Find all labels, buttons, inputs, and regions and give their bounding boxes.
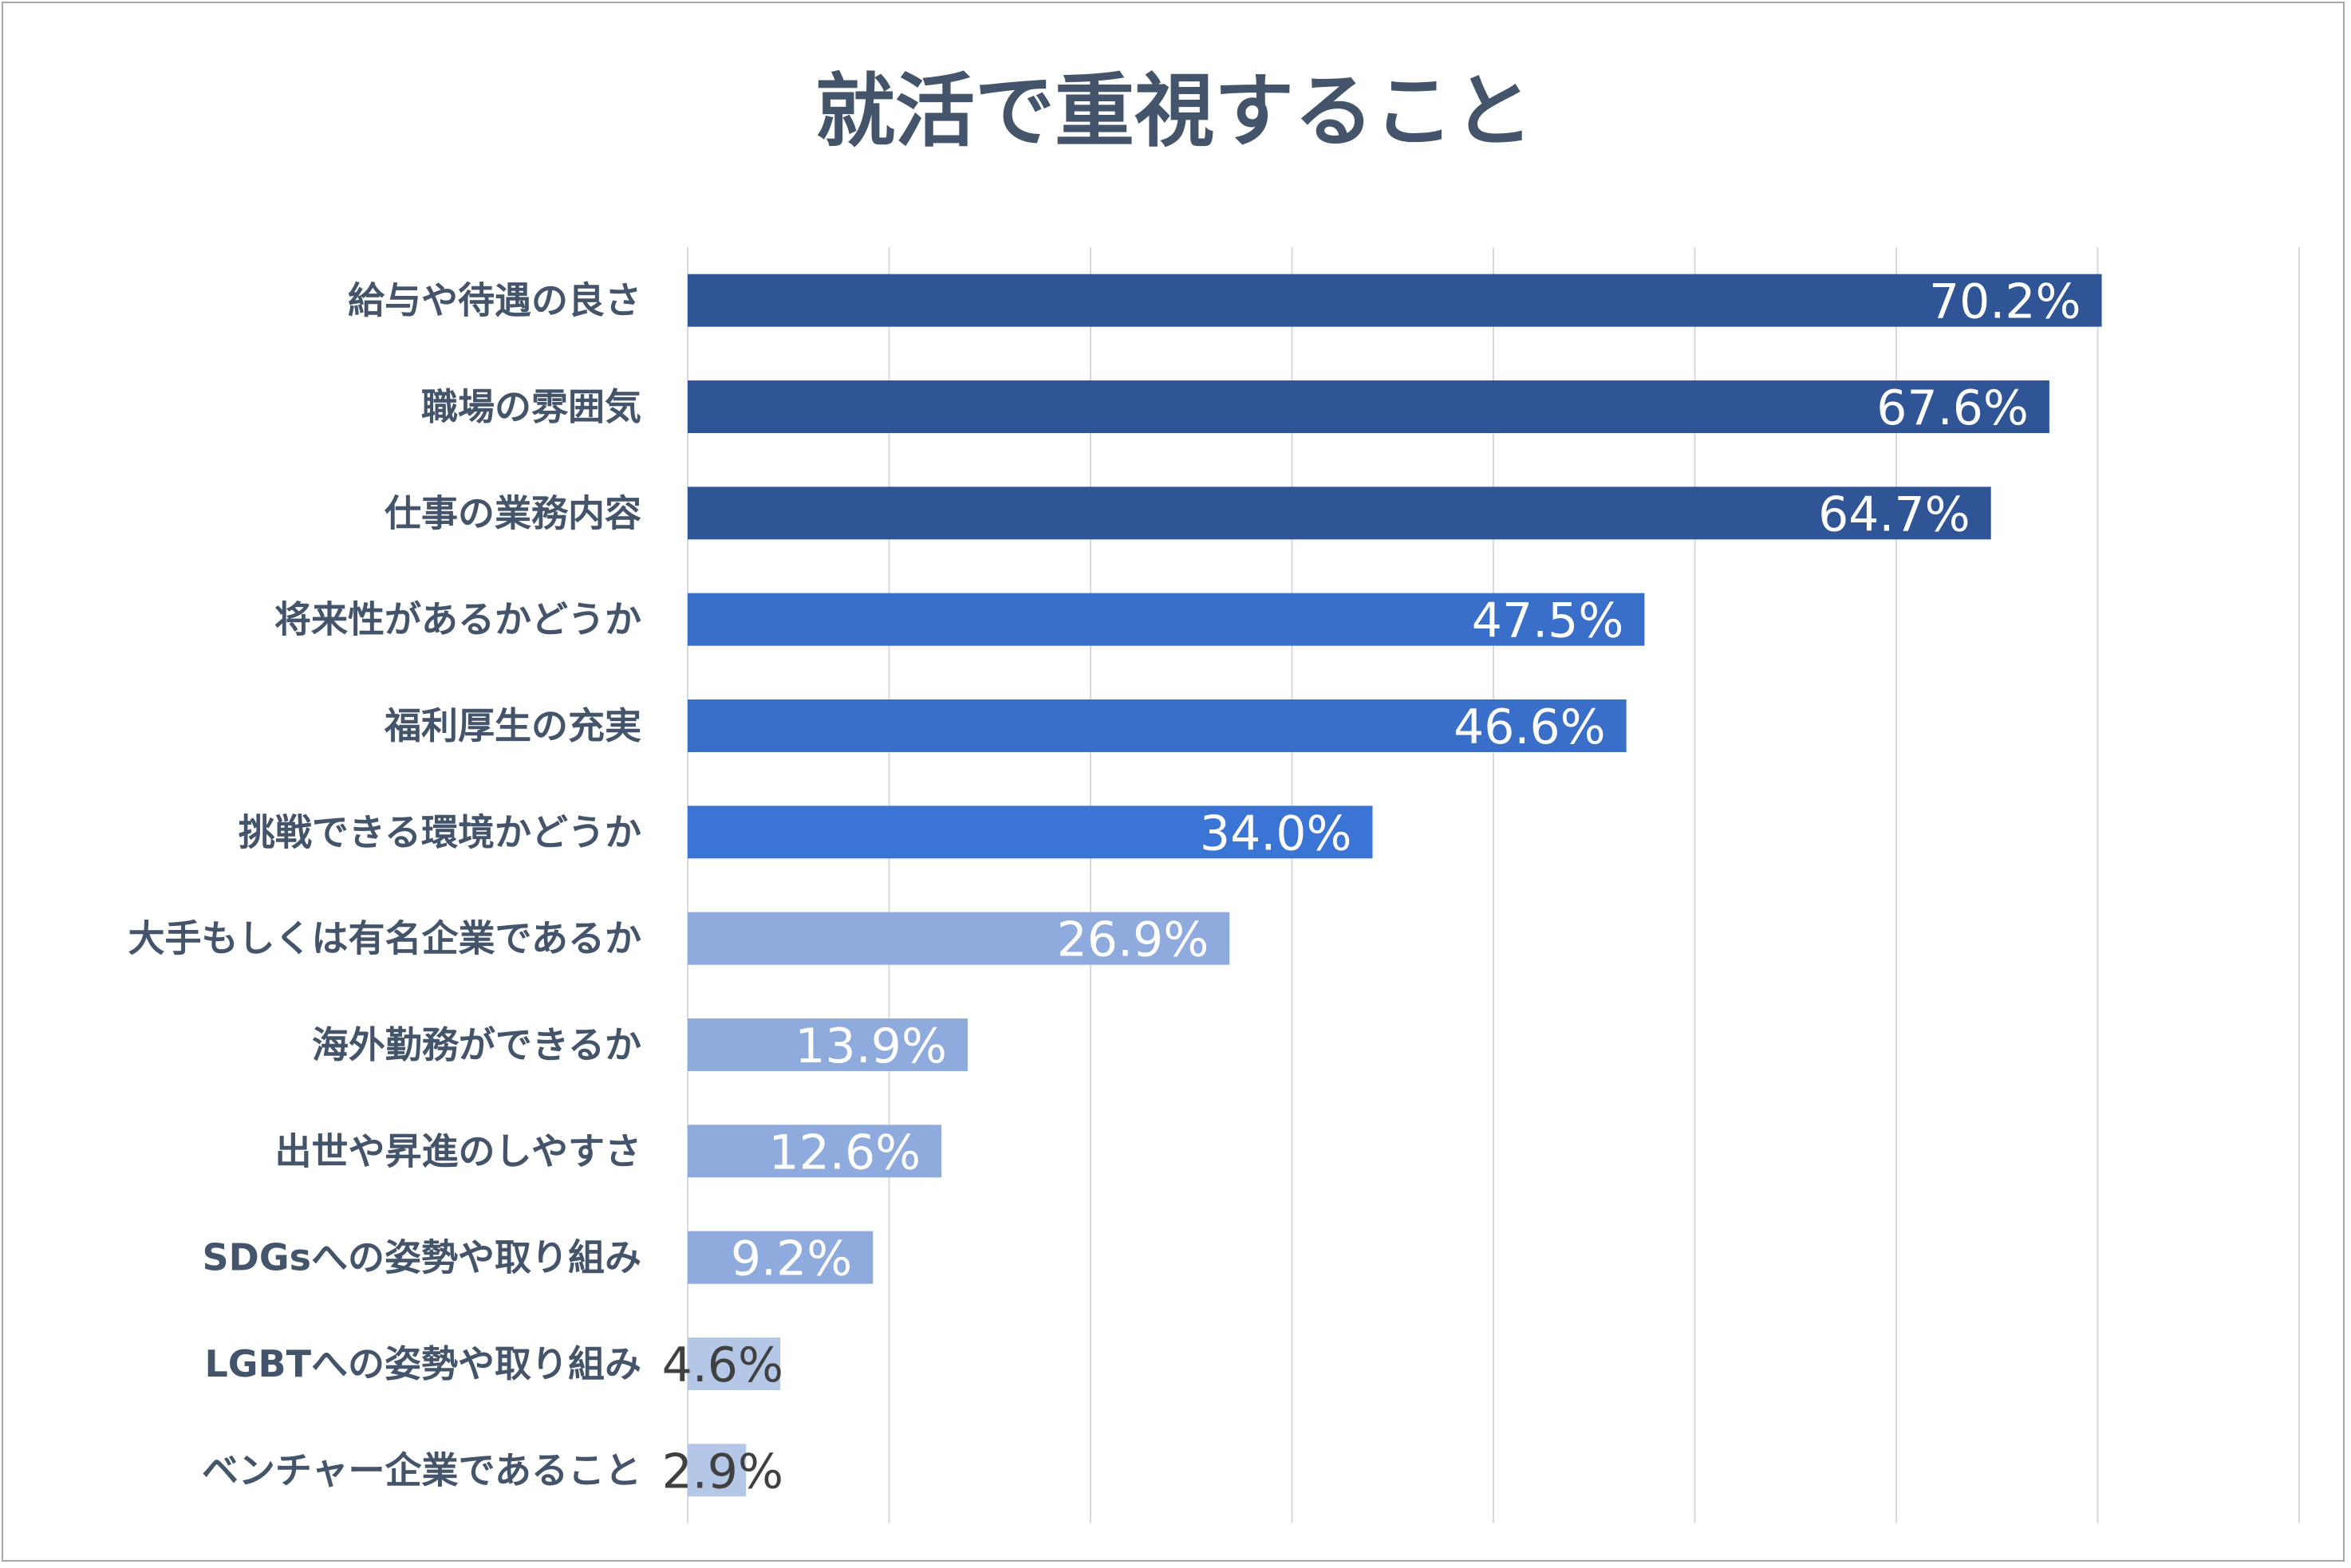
category-label: LGBTへの姿勢や取り組み — [204, 1342, 641, 1385]
bar-chart: 就活で重視すること 給与や待遇の良さ職場の雰囲気仕事の業務内容将来性があるかどう… — [128, 65, 2300, 1523]
category-label: SDGsへの姿勢や取り組み — [203, 1236, 641, 1279]
bar-5 — [688, 806, 1373, 859]
value-label: 70.2% — [1929, 274, 2081, 330]
value-label: 46.6% — [1454, 699, 1606, 755]
bar-2 — [688, 487, 1991, 540]
bar-0 — [688, 274, 2102, 327]
bar-11 — [688, 1444, 747, 1497]
bar-6 — [688, 912, 1230, 965]
bar-1 — [688, 380, 2049, 433]
category-label: 仕事の業務内容 — [385, 491, 641, 534]
bar-7 — [688, 1018, 968, 1071]
bar-8 — [688, 1125, 942, 1178]
bar-10 — [688, 1338, 781, 1390]
category-label: 将来性があるかどうか — [274, 598, 641, 641]
category-label: 給与や待遇の良さ — [348, 279, 641, 322]
gridlines — [687, 247, 2300, 1523]
value-label: 34.0% — [1200, 806, 1352, 861]
category-label: 大手もしくは有名企業であるか — [128, 917, 641, 960]
value-label: 9.2% — [731, 1231, 852, 1287]
value-label: 4.6% — [662, 1338, 783, 1393]
category-label: 福利厚生の充実 — [384, 704, 641, 747]
category-label: 出世や昇進のしやすさ — [274, 1129, 641, 1172]
bar-3 — [688, 593, 1645, 646]
bar-9 — [688, 1231, 874, 1284]
category-labels: 給与や待遇の良さ職場の雰囲気仕事の業務内容将来性があるかどうか福利厚生の充実挑戦… — [128, 279, 641, 1492]
category-label: ベンチャー企業であること — [202, 1448, 641, 1491]
chart-title: 就活で重視すること — [815, 65, 1533, 158]
value-label: 64.7% — [1818, 487, 1970, 542]
value-label: 67.6% — [1876, 380, 2029, 436]
value-labels: 70.2% 67.6% 64.7% 47.5% 46.6% 34.0% 26.9% 13.9%… — [662, 274, 2081, 1500]
value-label: 12.6% — [769, 1125, 921, 1180]
category-label: 挑戦できる環境かどうか — [239, 810, 641, 853]
category-label: 海外勤務ができるか — [312, 1023, 641, 1066]
category-label: 職場の雰囲気 — [421, 385, 641, 428]
value-label: 47.5% — [1472, 593, 1624, 649]
bars — [688, 274, 2102, 1497]
value-label: 2.9% — [662, 1444, 783, 1499]
value-label: 26.9% — [1057, 912, 1209, 968]
value-label: 13.9% — [795, 1018, 947, 1074]
bar-4 — [688, 699, 1627, 752]
